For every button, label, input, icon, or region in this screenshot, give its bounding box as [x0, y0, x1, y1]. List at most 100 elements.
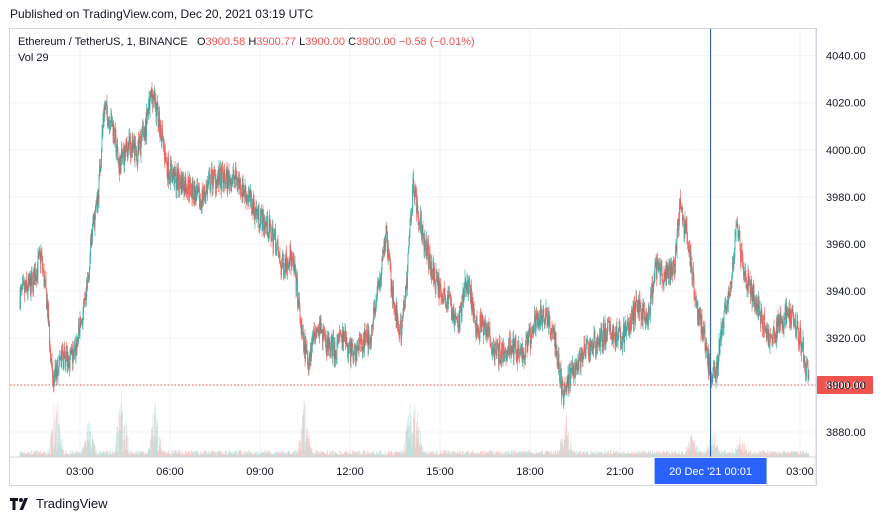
candle-body	[94, 213, 95, 228]
volume-bar	[427, 454, 429, 457]
volume-bar	[184, 450, 186, 457]
candle-body	[80, 317, 81, 327]
candle-body	[33, 268, 35, 274]
volume-bar	[395, 450, 396, 457]
volume-bar	[226, 451, 227, 457]
volume-bar	[65, 453, 67, 457]
candle-body	[126, 145, 128, 150]
volume-bar	[714, 434, 716, 457]
volume-bar	[746, 448, 747, 457]
candle-body	[658, 267, 659, 270]
volume-bar	[511, 450, 513, 457]
candle-body	[682, 217, 684, 221]
volume-bar	[130, 451, 131, 457]
candle-body	[70, 349, 71, 351]
candle-body	[178, 169, 179, 186]
candle-body	[212, 169, 213, 187]
candle-body	[462, 295, 463, 299]
volume-bar	[651, 454, 652, 457]
candle-body	[299, 308, 301, 323]
volume-bar	[158, 436, 160, 457]
candle-body	[262, 209, 264, 217]
volume-bar	[278, 452, 279, 457]
candle-body	[272, 228, 273, 233]
volume-bar	[545, 451, 546, 457]
low-value: 3900.00	[305, 36, 345, 48]
volume-bar	[218, 451, 220, 457]
volume-bar	[619, 451, 620, 457]
volume-bar	[393, 452, 394, 457]
volume-bar	[450, 453, 452, 457]
volume-bar	[577, 451, 578, 457]
volume-bar	[411, 421, 412, 457]
volume-bar	[769, 453, 770, 457]
volume-bar	[459, 453, 460, 457]
volume-bar	[332, 454, 334, 457]
volume-bar	[367, 450, 369, 457]
volume-bar	[598, 452, 600, 457]
candle-body	[159, 111, 160, 135]
volume-bar	[760, 453, 762, 457]
volume-bar	[273, 451, 275, 457]
volume-bar	[250, 453, 252, 457]
candle-body	[310, 347, 311, 362]
volume-bar	[180, 451, 182, 457]
candle-body	[520, 348, 522, 352]
candle-body	[645, 317, 646, 322]
volume-bar	[334, 453, 335, 457]
candle-body	[501, 343, 503, 351]
tradingview-brand[interactable]: TradingView	[10, 496, 108, 511]
volume-bar	[400, 454, 402, 457]
candle-body	[133, 145, 134, 148]
volume-bar	[610, 450, 611, 457]
volume-bar	[115, 451, 117, 457]
volume-bar	[457, 454, 459, 457]
candle-body	[214, 173, 216, 175]
candle-body	[567, 374, 569, 385]
volume-bar	[664, 451, 666, 457]
candle-body	[329, 339, 330, 348]
volume-bar	[566, 427, 568, 457]
candle-body	[190, 180, 191, 194]
candle-body	[513, 342, 515, 358]
volume-bar	[593, 451, 594, 457]
candle-body	[73, 350, 74, 357]
candle-body	[527, 333, 529, 344]
volume-bar	[558, 453, 559, 457]
volume-bar	[177, 450, 179, 457]
volume-bar	[135, 453, 137, 457]
candle-body	[165, 153, 166, 163]
candle-body	[67, 355, 69, 367]
candle-body	[481, 315, 483, 323]
volume-bar	[630, 454, 631, 457]
candle-body	[664, 276, 666, 279]
volume-bar	[98, 454, 99, 457]
volume-bar	[625, 453, 627, 457]
candle-body	[230, 179, 231, 180]
volume-bar	[807, 453, 808, 457]
volume-bar	[202, 452, 203, 457]
volume-value: 29	[36, 52, 49, 64]
candle-body	[290, 245, 291, 257]
volume-bar	[620, 454, 621, 457]
candle-body	[378, 283, 380, 288]
volume-bar	[49, 453, 50, 457]
volume-bar	[505, 451, 507, 457]
candle-body	[599, 335, 601, 347]
candle-body	[542, 309, 544, 317]
candle-body	[59, 355, 60, 360]
candle-body	[99, 165, 101, 173]
volume-bar	[530, 452, 532, 457]
candle-body	[340, 334, 342, 337]
candle-body	[301, 324, 303, 334]
candle-body	[370, 340, 372, 343]
candle-body	[507, 353, 509, 355]
x-tick-label: 03:00	[786, 466, 814, 478]
candle-body	[143, 130, 144, 137]
volume-bar	[766, 452, 767, 457]
volume-bar	[440, 450, 441, 457]
volume-bar	[462, 450, 463, 457]
candle-body	[750, 291, 751, 297]
candle-body	[592, 346, 593, 354]
